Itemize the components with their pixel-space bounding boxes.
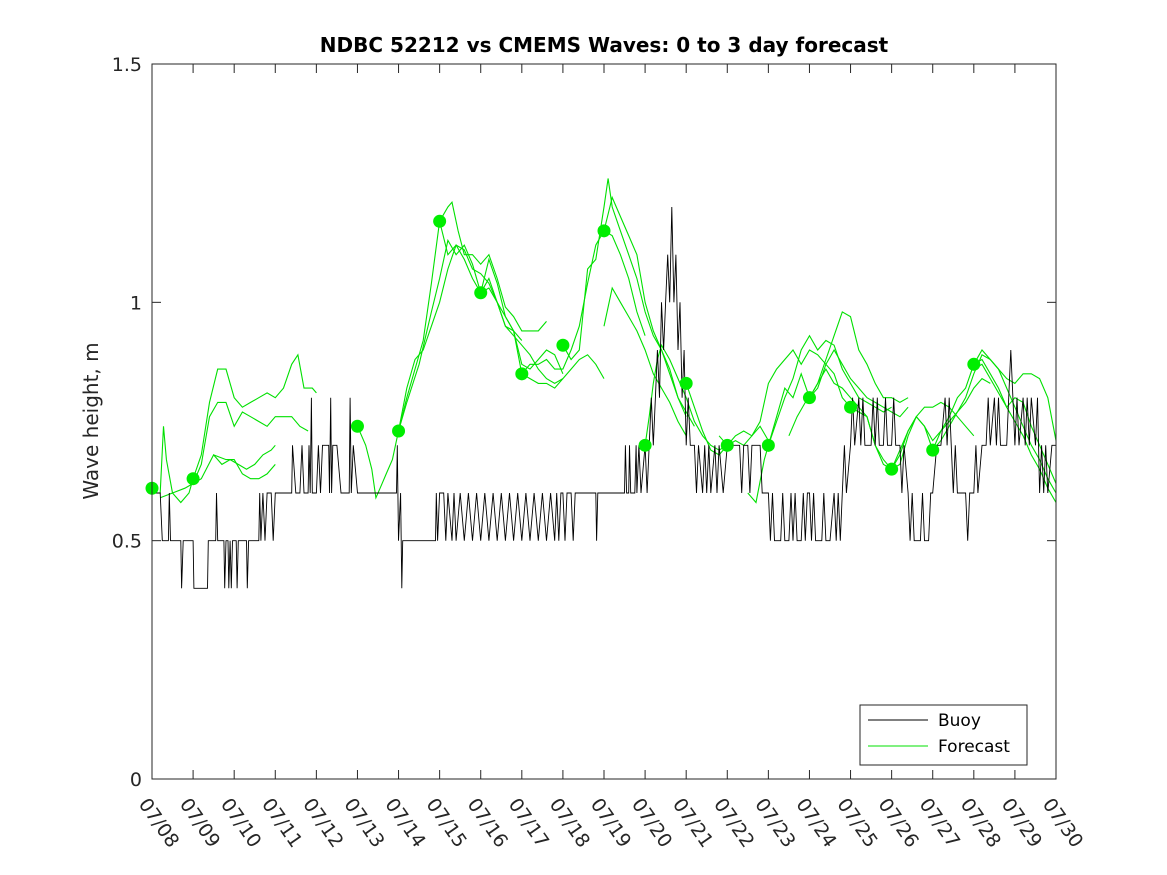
forecast-marker-8 [597, 224, 611, 238]
forecast-marker-17 [967, 357, 981, 371]
legend: Buoy Forecast [859, 704, 1028, 766]
forecast-line-16 [718, 349, 851, 447]
y-tick-label-2: 1 [130, 292, 142, 314]
forecast-marker-12 [761, 438, 775, 452]
forecast-line-24 [973, 349, 1057, 441]
forecast-marker-9 [638, 438, 652, 452]
forecast-marker-4 [433, 214, 447, 228]
forecast-line-11 [562, 178, 687, 417]
forecast-marker-1 [186, 472, 200, 486]
forecast-marker-5 [474, 286, 488, 300]
forecast-line-4 [213, 454, 276, 480]
forecast-line-12 [603, 195, 695, 427]
forecast-line-13 [603, 286, 687, 437]
forecast-line-14 [644, 343, 728, 451]
forecast-lines [152, 178, 1057, 504]
forecast-marker-3 [392, 424, 406, 438]
forecast-marker-10 [679, 376, 693, 390]
forecast-markers [145, 214, 981, 495]
chart-title: NDBC 52212 vs CMEMS Waves: 0 to 3 day fo… [320, 33, 889, 57]
forecast-line-9 [480, 257, 605, 389]
plot-area [145, 64, 1057, 779]
forecast-marker-6 [515, 367, 529, 381]
forecast-line-1 [192, 353, 317, 479]
forecast-marker-16 [926, 443, 940, 457]
forecast-marker-13 [802, 391, 816, 405]
forecast-line-18 [767, 311, 909, 446]
buoy-line-group [152, 206, 1056, 589]
forecast-line-0 [152, 426, 194, 504]
legend-buoy-label: Buoy [938, 711, 981, 731]
y-axis-ticks: 0 0.5 1 1.5 [112, 54, 1056, 791]
forecast-line-5 [356, 244, 523, 500]
legend-forecast-label: Forecast [938, 737, 1010, 757]
forecast-marker-14 [844, 400, 858, 414]
y-axis-label: Wave height, m [79, 342, 103, 499]
y-tick-label-3: 1.5 [112, 54, 142, 76]
forecast-line-25 [973, 363, 1057, 484]
buoy-line [152, 206, 1056, 589]
legend-box [859, 704, 1028, 766]
forecast-line-2 [192, 401, 309, 484]
forecast-line-7 [397, 238, 564, 432]
forecast-marker-11 [720, 438, 734, 452]
forecast-marker-15 [885, 462, 899, 476]
plot-background [152, 64, 1056, 779]
forecast-marker-7 [556, 338, 570, 352]
y-tick-label-0: 0 [130, 769, 142, 791]
forecast-marker-2 [350, 419, 364, 433]
forecast-line-8 [439, 221, 564, 375]
y-tick-label-1: 0.5 [112, 531, 142, 553]
